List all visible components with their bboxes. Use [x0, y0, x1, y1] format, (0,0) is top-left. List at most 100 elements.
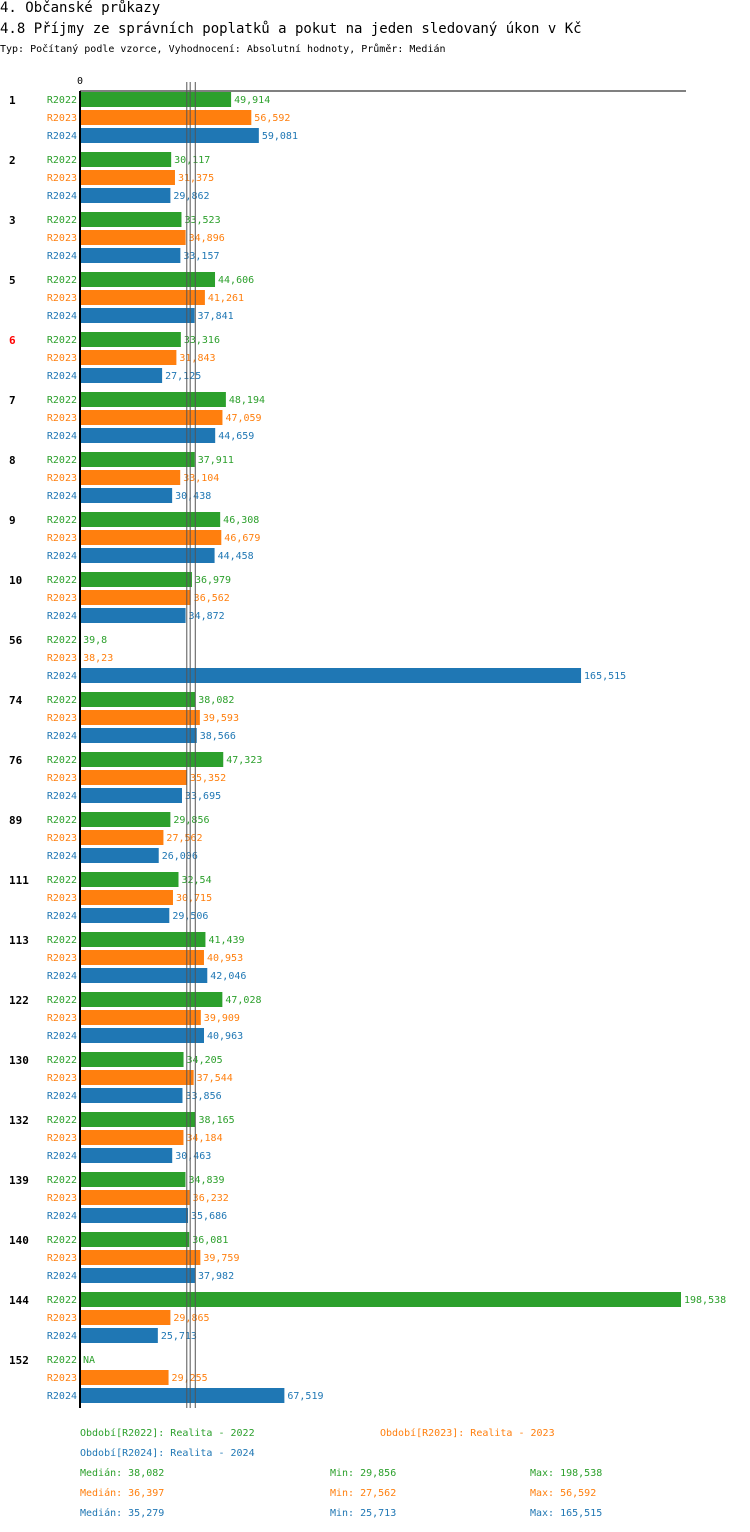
- series-label: R2024: [47, 1391, 77, 1402]
- value-label: 47,028: [225, 995, 261, 1006]
- value-label: 36,979: [195, 575, 231, 586]
- bar: [80, 1112, 196, 1127]
- section-title: 4. Občanské průkazy: [0, 0, 161, 16]
- series-label: R2022: [47, 995, 77, 1006]
- category-label: 113: [9, 934, 29, 947]
- chart-title: 4.8 Příjmy ze správních poplatků a pokut…: [0, 21, 582, 37]
- series-label: R2024: [47, 431, 77, 442]
- bar: [80, 212, 182, 227]
- bar: [80, 290, 205, 305]
- bar: [80, 452, 195, 467]
- series-label: R2023: [47, 473, 77, 484]
- series-label: R2024: [47, 611, 77, 622]
- series-label: R2022: [47, 335, 77, 346]
- chart-subtitle: Typ: Počítaný podle vzorce, Vyhodnocení:…: [0, 44, 446, 55]
- series-label: R2022: [47, 815, 77, 826]
- series-label: R2022: [47, 155, 77, 166]
- bar: [80, 1010, 201, 1025]
- series-label: R2024: [47, 491, 77, 502]
- series-label: R2023: [47, 953, 77, 964]
- bar: [80, 968, 208, 983]
- category-label: 8: [9, 454, 16, 467]
- series-label: R2023: [47, 1253, 77, 1264]
- series-label: R2024: [47, 1211, 77, 1222]
- series-label: R2024: [47, 851, 77, 862]
- category-label: 2: [9, 154, 16, 167]
- value-label: 33,856: [185, 1091, 221, 1102]
- stat-max-r2024: Max: 165,515: [530, 1508, 603, 1519]
- bar: [80, 890, 173, 905]
- category-label: 89: [9, 814, 22, 827]
- value-label: 34,184: [186, 1133, 222, 1144]
- series-label: R2022: [47, 695, 77, 706]
- series-label: R2023: [47, 1373, 77, 1384]
- value-label: 38,082: [198, 695, 234, 706]
- stat-min-r2022: Min: 29,856: [330, 1468, 397, 1479]
- series-label: R2022: [47, 95, 77, 106]
- value-label: 36,081: [192, 1235, 228, 1246]
- series-label: R2024: [47, 371, 77, 382]
- series-label: R2023: [47, 413, 77, 424]
- bar: [80, 488, 173, 503]
- bar: [80, 1130, 184, 1145]
- bar: [80, 128, 259, 143]
- bar: [80, 1172, 186, 1187]
- value-label: 42,046: [210, 971, 246, 982]
- value-label: 27,125: [165, 371, 201, 382]
- legend-r2024: Období[R2024]: Realita - 2024: [80, 1448, 255, 1459]
- value-label: 29,255: [172, 1373, 208, 1384]
- bar: [80, 1268, 195, 1283]
- series-label: R2023: [47, 653, 77, 664]
- category-label: 9: [9, 514, 16, 527]
- category-label: 111: [9, 874, 29, 887]
- series-label: R2022: [47, 1055, 77, 1066]
- bar: [80, 332, 181, 347]
- series-label: R2024: [47, 251, 77, 262]
- bar: [80, 728, 197, 743]
- stat-min-r2024: Min: 25,713: [330, 1508, 397, 1519]
- series-label: R2024: [47, 791, 77, 802]
- series-label: R2024: [47, 131, 77, 142]
- category-label: 5: [9, 274, 16, 287]
- series-label: R2022: [47, 1355, 77, 1366]
- series-label: R2022: [47, 875, 77, 886]
- bar: [80, 350, 177, 365]
- bar: [80, 812, 171, 827]
- value-label: 35,686: [191, 1211, 227, 1222]
- series-label: R2022: [47, 395, 77, 406]
- bar: [80, 530, 222, 545]
- value-label: 31,375: [178, 173, 214, 184]
- value-label: 36,232: [193, 1193, 229, 1204]
- series-label: R2024: [47, 1331, 77, 1342]
- category-label: 152: [9, 1354, 29, 1367]
- bar: [80, 92, 232, 107]
- bar: [80, 230, 186, 245]
- bar: [80, 1208, 189, 1223]
- bar: [80, 272, 216, 287]
- bar: [80, 1232, 190, 1247]
- bar: [80, 1088, 183, 1103]
- value-label: 39,593: [203, 713, 239, 724]
- value-label: 47,323: [226, 755, 262, 766]
- value-label: 37,911: [198, 455, 234, 466]
- series-label: R2023: [47, 1073, 77, 1084]
- bar: [80, 848, 159, 863]
- value-label: 46,679: [224, 533, 260, 544]
- value-label: 33,316: [184, 335, 220, 346]
- axis-zero-label: 0: [77, 76, 83, 87]
- value-label: 25,713: [161, 1331, 197, 1342]
- value-label: 31,843: [179, 353, 215, 364]
- bar: [80, 830, 164, 845]
- bar: [80, 908, 170, 923]
- value-label: 38,23: [83, 653, 113, 664]
- value-label: 36,562: [194, 593, 230, 604]
- series-label: R2022: [47, 1295, 77, 1306]
- value-label: 67,519: [287, 1391, 323, 1402]
- value-label: 37,841: [198, 311, 234, 322]
- value-label: 30,463: [175, 1151, 211, 1162]
- bar: [80, 590, 191, 605]
- stat-min-r2023: Min: 27,562: [330, 1488, 397, 1499]
- bar: [80, 368, 163, 383]
- value-label: 27,562: [166, 833, 202, 844]
- bar: [80, 248, 181, 263]
